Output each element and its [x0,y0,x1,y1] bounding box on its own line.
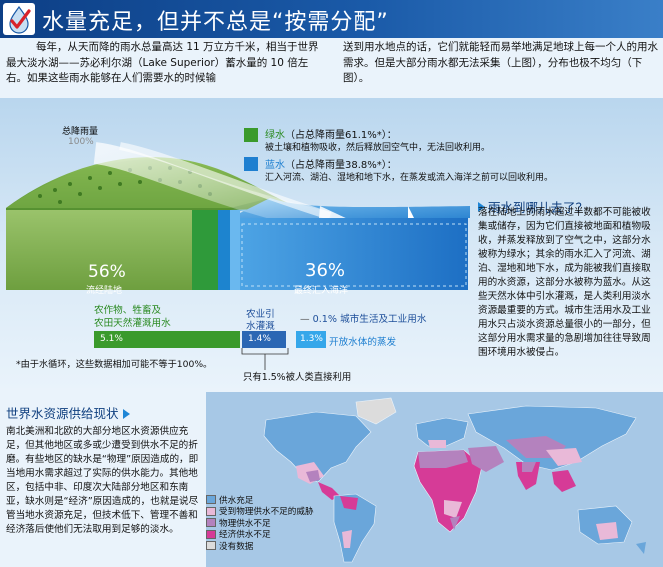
land-pct: 56% [88,262,126,282]
sea-block [230,218,468,290]
legend-item: 受到物理供水不足的威胁 [206,506,314,517]
world-section: 世界水资源供给现状 南北美洲和北欧的大部分地区水资源供应充足，但其他地区或多或少… [6,403,206,537]
page-title: 水量充足，但并不总是“按需分配” [42,10,389,35]
total-rain-label: 总降雨量 [62,127,99,137]
world-body: 南北美洲和北欧的大部分地区水资源供应充足，但其他地区或多或少遭受到供水不足的折磨… [6,426,199,535]
footnote: *由于水循环，这些数据相加可能不等于100%。 [16,359,213,370]
legend-item: 物理供水不足 [206,517,314,529]
sea-pct: 36% [305,260,346,281]
green-water-block [192,210,218,290]
blue-water-legend: 蓝水（占总降雨量38.8%*）： [265,160,397,171]
human-use-note: 只有1.5%被人类直接利用 [243,372,352,383]
intro-paragraph-right: 送到用水地点的话，它们就能轻而易举地满足地球上每一个人的用水需求。但是大部分雨水… [343,41,658,84]
evaporation-bar: 1.3% [296,331,326,348]
triangle-bullet-icon [122,408,130,419]
legend-swatch [206,541,216,551]
legend-swatch [206,529,216,539]
agri-label-1: 农作物、牲畜及 [94,305,162,316]
world-map [206,392,663,567]
agri-label-2: 农田天然灌溉用水 [94,318,171,329]
header-bar: 水量充足，但并不总是“按需分配” [0,0,663,38]
irrigation-block [218,210,230,290]
blue-water-swatch [244,157,258,171]
bracket-line [241,348,289,370]
world-map-graphic [263,397,646,563]
agri-irrig-label-1: 农业引 [246,309,275,320]
sea-label: 最终汇入海洋 [294,286,349,296]
water-cycle-diagram [6,142,470,290]
legend-item: 供水充足 [206,494,314,506]
agri-irrig-label-2: 水灌溉 [246,321,275,332]
legend-swatch [206,506,216,516]
legend-item: 经济供水不足 [206,529,314,540]
land-label: 流经陆地 [86,286,123,296]
total-rain-pct: 100% [68,137,94,147]
city-use-legend: — 0.1% 城市生活及工业用水 [300,314,427,325]
agri-bar: 5.1% [94,331,240,348]
rain-panel-heading: 雨水到哪儿去了？ [478,197,588,216]
world-heading: 世界水资源供给现状 [6,403,206,422]
legend-swatch [206,495,216,505]
map-legend: 供水充足 受到物理供水不足的威胁 物理供水不足 经济供水不足 没有数据 [206,494,314,552]
green-water-legend: 绿水（占总降雨量61.1%*）： [265,130,397,141]
green-water-desc: 被土壤和植物吸收，然后释放回空气中，无法回收利用。 [265,143,491,153]
blue-water-desc: 汇入河流、湖泊、湿地和地下水，在蒸发或流入海洋之前可以回收利用。 [265,173,554,183]
land-block [6,210,192,290]
intro-paragraph-left: 每年，从天而降的雨水总量高达 11 万立方千米，相当于世界最大淡水湖——苏必利尔… [6,41,319,84]
triangle-bullet-icon [478,202,485,212]
legend-swatch [206,518,216,528]
evaporation-label: 开放水体的蒸发 [329,337,397,348]
irrigation-bar: 1.4% [242,331,286,348]
green-water-swatch [244,128,258,142]
rain-panel-body: 落在陆地上的雨水超过半数都不可能被收集或储存，因为它们直接被地面和植物吸收，并蒸… [478,207,651,358]
legend-item: 没有数据 [206,540,314,552]
checkmark-water-drop-icon [3,3,35,35]
